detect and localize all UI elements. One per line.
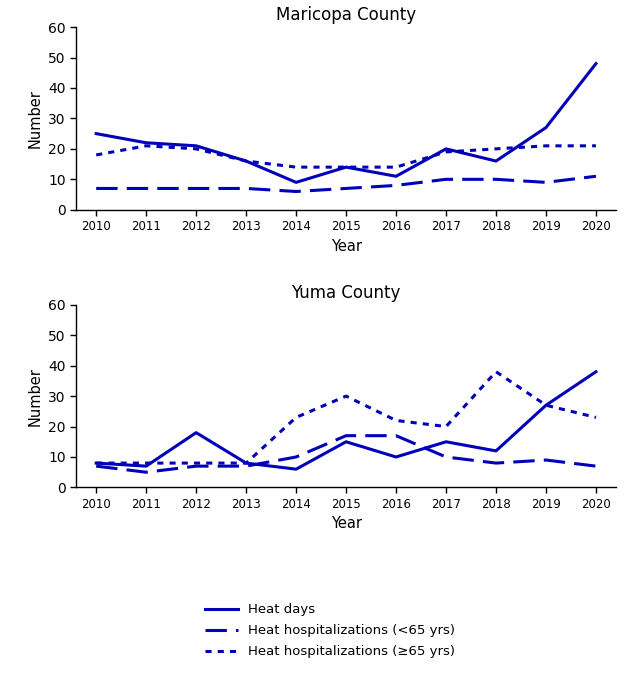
X-axis label: Year: Year: [331, 239, 361, 254]
Title: Maricopa County: Maricopa County: [276, 6, 416, 24]
Legend: Heat days, Heat hospitalizations (<65 yrs), Heat hospitalizations (≥65 yrs): Heat days, Heat hospitalizations (<65 yr…: [199, 598, 461, 663]
Title: Yuma County: Yuma County: [291, 284, 401, 302]
Y-axis label: Number: Number: [27, 89, 43, 148]
X-axis label: Year: Year: [331, 517, 361, 531]
Y-axis label: Number: Number: [27, 367, 43, 426]
